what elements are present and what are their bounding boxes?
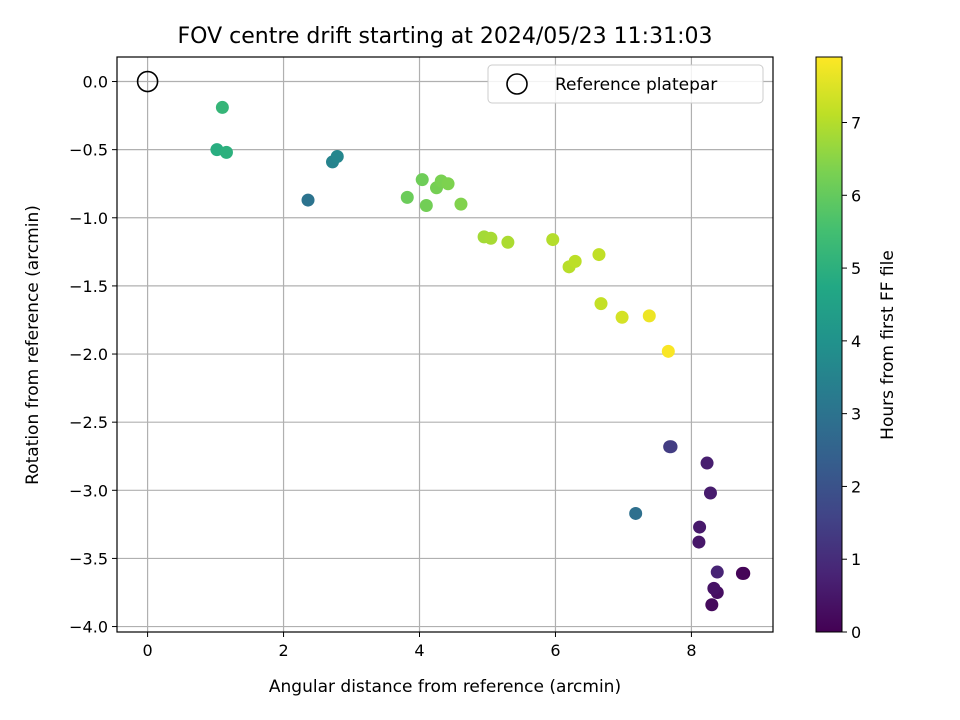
legend: Reference platepar: [487, 64, 764, 104]
data-point: [419, 199, 433, 213]
data-point: [415, 173, 429, 187]
data-point: [301, 193, 315, 207]
data-point: [642, 309, 656, 323]
legend-box: [487, 64, 764, 104]
grid-lines: [117, 57, 773, 632]
y-axis-ticks: 0.0 −0.5 −1.0 −1.5 −2.0 −2.5 −3.0 −3.5 −4.0: [69, 73, 117, 637]
colorbar-tick-label: 2: [851, 477, 861, 496]
x-tick-label: 8: [686, 641, 696, 660]
colorbar-tick-label: 7: [851, 114, 861, 133]
data-point: [661, 344, 675, 358]
x-tick-label: 2: [278, 641, 288, 660]
data-point: [219, 145, 233, 159]
data-point: [592, 248, 606, 262]
data-point: [664, 440, 678, 454]
legend-label: Reference platepar: [555, 75, 717, 95]
y-axis-label: Rotation from reference (arcmin): [23, 205, 43, 485]
data-point: [484, 231, 498, 245]
chart-title: FOV centre drift starting at 2024/05/23 …: [178, 24, 713, 49]
data-points: [210, 100, 751, 612]
y-tick-label: −3.0: [69, 481, 108, 500]
y-tick-label: 0.0: [83, 73, 108, 92]
plot-frame: [116, 56, 774, 633]
data-point: [629, 506, 643, 520]
y-tick-label: −2.0: [69, 345, 108, 364]
data-point: [568, 254, 582, 268]
data-point: [594, 297, 608, 311]
data-point: [330, 149, 344, 163]
data-point: [400, 190, 414, 204]
y-tick-label: −1.5: [69, 277, 108, 296]
x-tick-label: 0: [142, 641, 152, 660]
data-point: [735, 566, 749, 580]
legend-marker: [506, 73, 528, 95]
data-point: [615, 310, 629, 324]
y-tick-label: −3.5: [69, 549, 108, 568]
colorbar-tick-label: 4: [851, 332, 861, 351]
y-tick-label: −4.0: [69, 618, 108, 637]
colorbar-tick-label: 1: [851, 550, 861, 569]
x-axis-ticks: 0 2 4 6 8: [142, 632, 697, 660]
y-tick-label: −1.0: [69, 209, 108, 228]
colorbar: [815, 56, 843, 633]
y-tick-label: −2.5: [69, 413, 108, 432]
data-point: [215, 100, 229, 114]
data-point: [454, 197, 468, 211]
colorbar-label: Hours from first FF file: [878, 250, 898, 440]
data-point: [692, 535, 706, 549]
data-point: [546, 233, 560, 247]
data-point: [700, 456, 714, 470]
colorbar-tick-label: 5: [851, 259, 861, 278]
data-point: [710, 565, 724, 579]
reference-platepar-marker: [136, 70, 159, 93]
colorbar-tick-label: 6: [851, 186, 861, 205]
data-point: [703, 486, 717, 500]
data-point: [707, 581, 721, 595]
colorbar-tick-label: 3: [851, 405, 861, 424]
colorbar-ticks: 0 1 2 3 4 5 6 7: [842, 114, 861, 642]
data-point: [441, 177, 455, 191]
y-tick-label: −0.5: [69, 141, 108, 160]
data-point: [693, 520, 707, 534]
x-tick-label: 4: [414, 641, 424, 660]
data-point: [705, 598, 719, 612]
colorbar-tick-label: 0: [851, 623, 861, 642]
x-tick-label: 6: [550, 641, 560, 660]
x-axis-label: Angular distance from reference (arcmin): [269, 677, 621, 697]
data-point: [501, 235, 515, 249]
